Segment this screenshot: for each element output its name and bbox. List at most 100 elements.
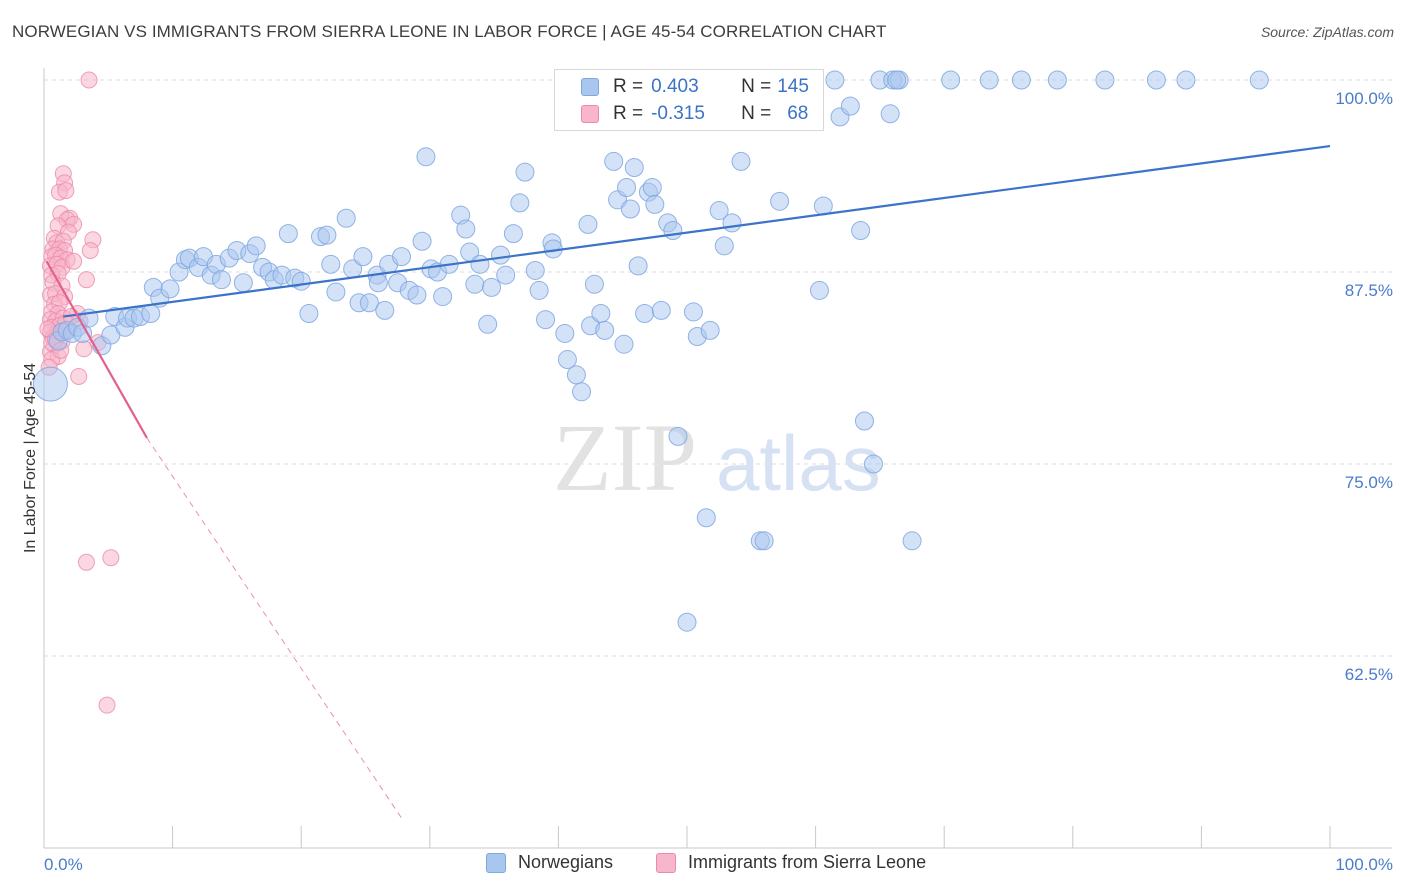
legend-swatch-sierra-leone	[656, 852, 676, 873]
data-point-norwegians	[412, 231, 432, 251]
legend-r-value: 0.403	[651, 76, 699, 97]
data-point-norwegians	[482, 277, 502, 297]
legend-n-value: 145	[777, 76, 809, 97]
watermark-atlas: atlas	[716, 419, 881, 507]
legend-label-sierra-leone: Immigrants from Sierra Leone	[688, 852, 927, 872]
data-point-norwegians	[392, 247, 412, 267]
data-point-norwegians	[336, 208, 356, 228]
data-point-norwegians	[246, 236, 266, 256]
data-point-sierra-leone	[81, 241, 99, 259]
legend-label-norwegians: Norwegians	[518, 852, 614, 872]
data-point-norwegians	[515, 162, 535, 182]
series-legend: Norwegians Immigrants from Sierra Leone	[0, 852, 1406, 878]
data-point-norwegians	[854, 411, 874, 431]
data-point-norwegians	[1011, 70, 1031, 90]
data-point-norwegians	[714, 236, 734, 256]
data-point-norwegians	[368, 273, 388, 293]
data-point-norwegians	[604, 151, 624, 171]
data-point-norwegians	[503, 224, 523, 244]
data-point-sierra-leone	[102, 549, 120, 567]
trend-line-sierra-leone-extension	[146, 437, 405, 823]
data-point-sierra-leone	[65, 252, 83, 270]
y-tick-label: 87.5%	[1345, 281, 1393, 300]
data-point-norwegians	[572, 382, 592, 402]
data-point-norwegians	[863, 454, 883, 474]
data-point-norwegians	[628, 256, 648, 276]
data-point-norwegians	[1146, 70, 1166, 90]
legend-n-value: 68	[787, 103, 809, 124]
y-tick-label: 62.5%	[1345, 665, 1393, 684]
data-point-norwegians	[359, 293, 379, 313]
legend-item-sierra-leone: Immigrants from Sierra Leone	[656, 852, 926, 873]
legend-row-sierra-leone: R = -0.315 N = 68	[555, 100, 808, 128]
data-point-norwegians	[668, 426, 688, 446]
data-point-norwegians	[578, 214, 598, 234]
data-point-norwegians	[825, 70, 845, 90]
watermark-zip: ZIP	[553, 404, 697, 511]
trend-line-sierra-leone	[45, 260, 148, 439]
data-point-sierra-leone	[98, 696, 116, 714]
data-point-norwegians	[375, 300, 395, 320]
legend-swatch-pink	[581, 105, 599, 123]
legend-n-label: N =	[741, 103, 772, 124]
data-point-norwegians	[700, 320, 720, 340]
data-point-norwegians	[595, 320, 615, 340]
data-point-norwegians	[160, 279, 180, 299]
data-point-sierra-leone	[57, 182, 75, 200]
data-point-norwegians	[529, 280, 549, 300]
data-point-norwegians	[510, 193, 530, 213]
chart-title: NORWEGIAN VS IMMIGRANTS FROM SIERRA LEON…	[12, 22, 887, 41]
data-point-norwegians	[557, 350, 577, 370]
y-tick-label: 100.0%	[1335, 89, 1393, 108]
data-point-norwegians	[709, 201, 729, 221]
data-point-norwegians	[291, 271, 311, 291]
data-point-norwegians	[770, 191, 790, 211]
y-tick-label: 75.0%	[1345, 473, 1393, 492]
legend-r-label: R =	[613, 103, 644, 124]
data-point-norwegians	[617, 178, 637, 198]
data-point-sierra-leone	[77, 271, 95, 289]
data-point-norwegians	[1176, 70, 1196, 90]
data-point-norwegians	[591, 303, 611, 323]
data-point-norwegians	[566, 365, 586, 385]
data-point-norwegians	[478, 314, 498, 334]
data-point-norwegians	[731, 151, 751, 171]
data-point-norwegians	[233, 273, 253, 293]
data-point-norwegians	[456, 219, 476, 239]
legend-row-norwegians: R = 0.403 N = 145	[555, 73, 809, 101]
x-tick-label: 100.0%	[1335, 855, 1393, 874]
data-point-norwegians	[496, 265, 516, 285]
y-axis-label: In Labor Force | Age 45-54	[22, 363, 39, 553]
data-point-norwegians	[465, 274, 485, 294]
data-point-norwegians	[902, 531, 922, 551]
data-point-norwegians	[840, 96, 860, 116]
legend-n-label: N =	[741, 76, 772, 97]
source-label: Source: ZipAtlas.com	[1260, 24, 1394, 40]
data-point-norwegians	[32, 366, 68, 402]
trend-lines	[45, 144, 1331, 823]
data-point-norwegians	[722, 213, 742, 233]
data-point-norwegians	[614, 334, 634, 354]
data-point-norwegians	[663, 221, 683, 241]
legend-r-label: R =	[613, 76, 644, 97]
data-point-norwegians	[851, 221, 871, 241]
data-point-norwegians	[809, 280, 829, 300]
data-point-norwegians	[813, 196, 833, 216]
data-point-norwegians	[1095, 70, 1115, 90]
data-point-norwegians	[536, 310, 556, 330]
data-point-norwegians	[470, 254, 490, 274]
data-point-norwegians	[624, 158, 644, 178]
tick-labels: 62.5% 75.0% 87.5% 100.0% 0.0% 100.0%	[44, 89, 1393, 874]
data-point-norwegians	[433, 287, 453, 307]
data-point-norwegians	[941, 70, 961, 90]
data-point-norwegians	[880, 104, 900, 124]
legend-item-norwegians: Norwegians	[486, 852, 613, 873]
data-point-norwegians	[979, 70, 999, 90]
data-point-norwegians	[645, 194, 665, 214]
data-point-sierra-leone	[70, 367, 88, 385]
data-point-norwegians	[278, 224, 298, 244]
data-point-norwegians	[416, 147, 436, 167]
data-point-norwegians	[491, 245, 511, 265]
data-point-norwegians	[887, 70, 907, 90]
